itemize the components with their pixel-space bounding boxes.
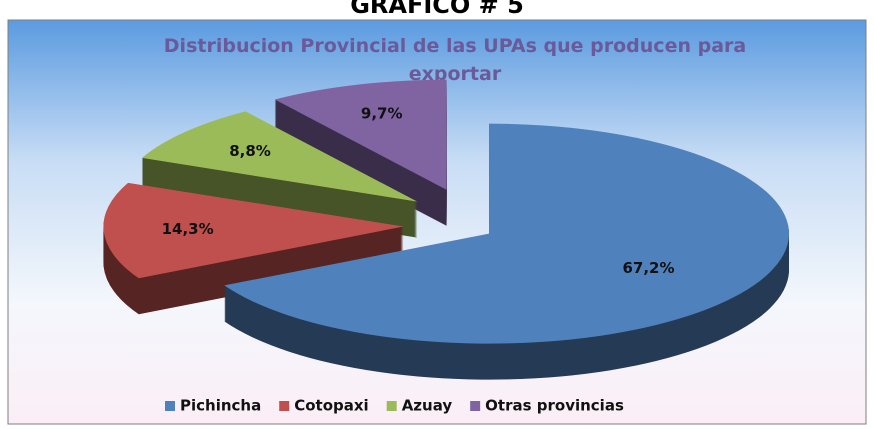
legend-label: Pichincha [180, 397, 261, 415]
legend-swatch [470, 401, 481, 411]
legend-label: Cotopaxi [294, 397, 368, 415]
slice [224, 123, 790, 344]
legend-swatch [386, 401, 397, 411]
data-label: 67,2% [622, 259, 674, 277]
legend-label: Otras provincias [485, 397, 624, 415]
legend: Pichincha Cotopaxi Azuay Otras provincias [165, 397, 624, 415]
chart-title: Distribucion Provincial de las UPAs que … [164, 35, 746, 85]
legend-label: Azuay [402, 397, 453, 415]
data-label: 8,8% [229, 142, 271, 160]
slice [274, 79, 447, 190]
slice [103, 182, 404, 279]
data-label: 14,3% [162, 220, 214, 238]
page-header: GRAFICO # 5 [350, 0, 524, 19]
data-label: 9,7% [361, 105, 403, 123]
slice [141, 111, 418, 202]
legend-swatch [279, 401, 290, 411]
pie: 67,2% 14,3% 8,8% 9,7% [103, 79, 790, 380]
legend-swatch [165, 401, 175, 411]
